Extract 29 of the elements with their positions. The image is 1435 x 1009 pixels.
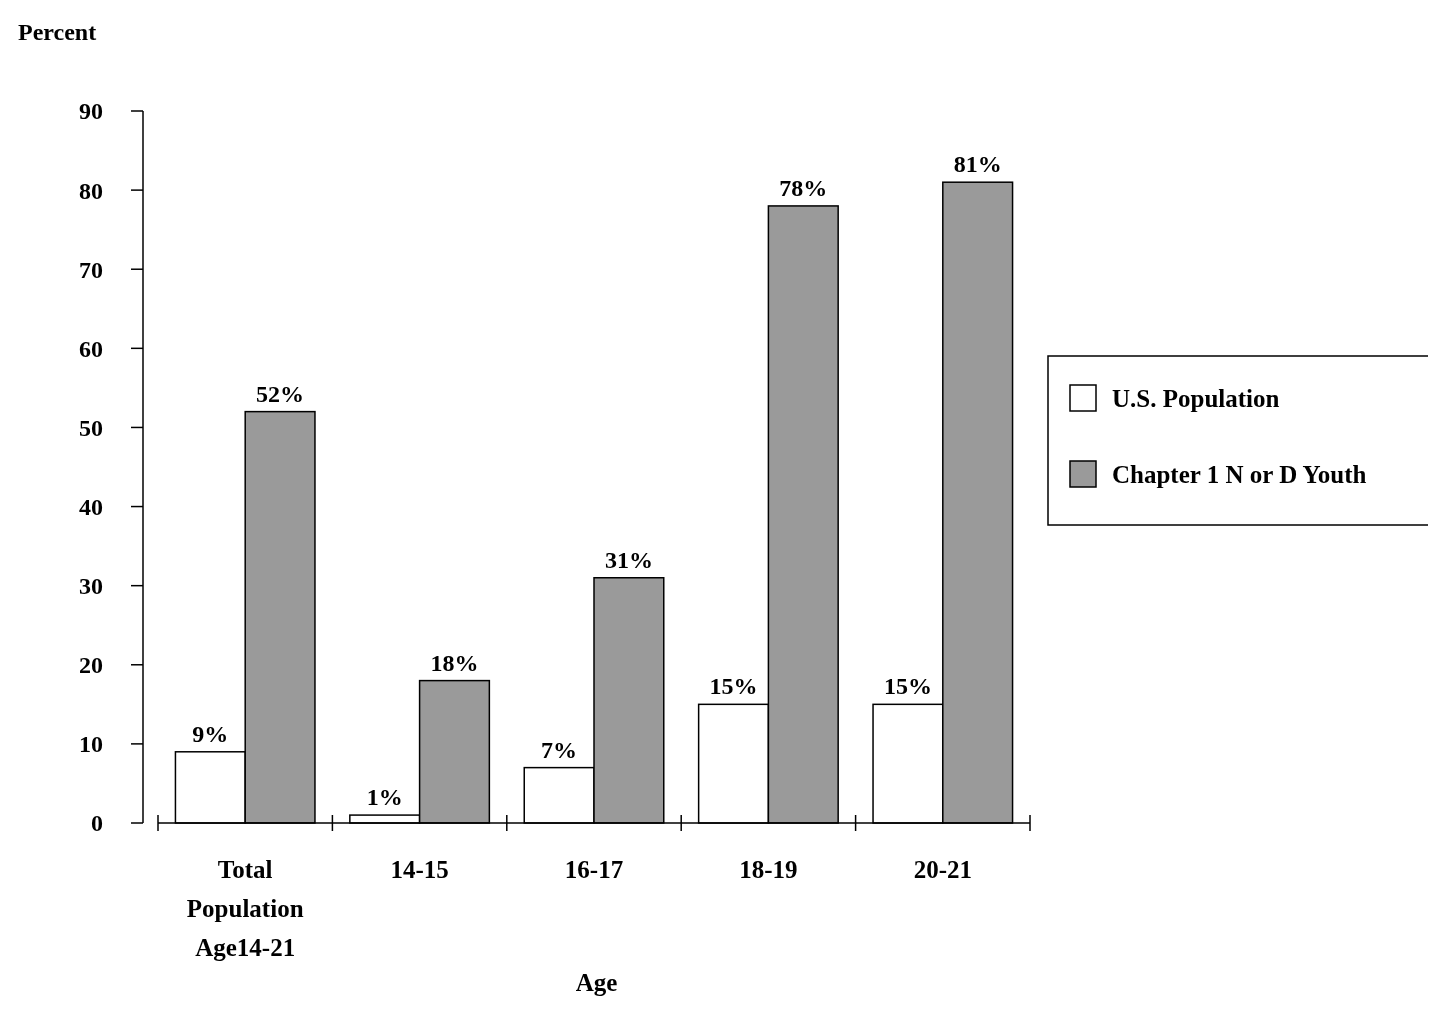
- y-tick-label: 70: [79, 256, 103, 283]
- x-tick-label: 18-19: [739, 856, 798, 883]
- x-tick-label: Total Population Age14-21: [186, 856, 304, 961]
- y-tick-label: 20: [79, 652, 103, 679]
- data-label: 7%: [541, 736, 578, 763]
- y-tick-label: 50: [79, 414, 103, 441]
- data-label: 52%: [256, 380, 305, 407]
- data-label: 15%: [709, 673, 758, 700]
- y-tick-label: 60: [79, 335, 103, 362]
- y-tick-label: 80: [79, 177, 103, 204]
- y-tick-label: 0: [91, 810, 103, 837]
- y-tick-label: 10: [79, 731, 103, 758]
- data-label: 1%: [366, 784, 403, 811]
- data-label: 78%: [779, 174, 828, 201]
- data-label: 81%: [953, 151, 1002, 178]
- x-axis-title: Age: [575, 969, 618, 996]
- x-tick-label: 16-17: [564, 856, 624, 883]
- data-label: 9%: [192, 720, 229, 747]
- y-tick-label: 40: [79, 493, 103, 520]
- legend-label: U.S. Population: [1112, 384, 1280, 412]
- y-tick-label: 90: [79, 98, 103, 125]
- data-label: 31%: [604, 546, 653, 573]
- data-label: 18%: [430, 649, 479, 676]
- x-tick-label: 20-21: [913, 856, 972, 883]
- data-label: 15%: [883, 673, 932, 700]
- y-tick-label: 30: [79, 573, 103, 600]
- legend-label: Chapter 1 N or D Youth: [1112, 460, 1367, 488]
- y-axis-title: Percent: [18, 19, 97, 45]
- x-tick-label: 14-15: [390, 856, 449, 883]
